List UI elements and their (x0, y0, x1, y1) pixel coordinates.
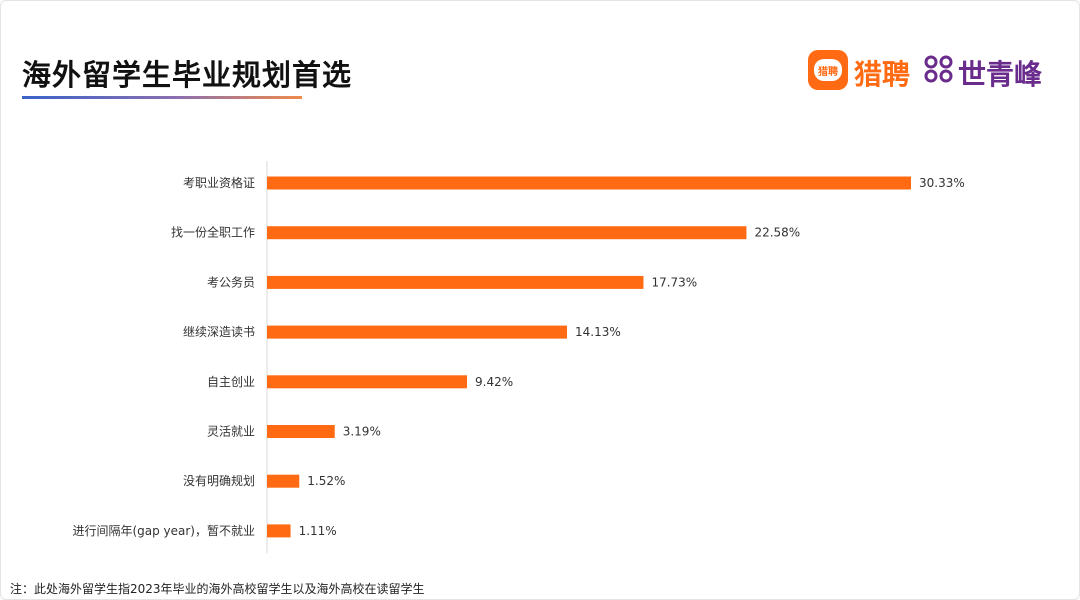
category-label: 考职业资格证 (183, 175, 255, 190)
liepin-logo-icon: 猎聘 (808, 50, 848, 90)
bar (267, 325, 568, 339)
value-label: 3.19% (343, 425, 381, 439)
bar (267, 425, 335, 438)
value-label: 9.42% (475, 375, 513, 389)
bar (267, 226, 747, 240)
value-label: 22.58% (754, 226, 800, 240)
category-label: 进行间隔年(gap year)，暂不就业 (72, 524, 255, 538)
category-label: 考公务员 (207, 274, 255, 289)
footnote: 注：此处海外留学生指2023年毕业的海外高校留学生以及海外高校在读留学生 (10, 582, 425, 596)
value-label: 17.73% (651, 275, 697, 289)
category-label: 自主创业 (207, 375, 255, 389)
title-underline (22, 96, 302, 99)
chart-title: 海外留学生毕业规划首选 (22, 58, 353, 92)
bar (267, 524, 291, 538)
bar (267, 474, 300, 488)
value-label: 14.13% (575, 325, 621, 339)
category-label: 继续深造读书 (183, 325, 255, 339)
value-label: 1.52% (307, 474, 345, 488)
brand-shiqingfeng: 世青峰 (958, 58, 1043, 91)
value-label: 1.11% (299, 524, 337, 538)
category-label: 没有明确规划 (183, 473, 255, 488)
value-label: 30.33% (919, 176, 965, 190)
liepin-logo-text: 猎聘 (814, 59, 842, 81)
bar (267, 375, 468, 389)
category-label: 灵活就业 (207, 425, 255, 439)
bar (267, 176, 911, 190)
brand-liepin: 猎聘 (854, 58, 911, 91)
bar (267, 275, 644, 289)
category-label: 找一份全职工作 (171, 225, 255, 240)
shiqingfeng-logo-icon (924, 55, 953, 83)
